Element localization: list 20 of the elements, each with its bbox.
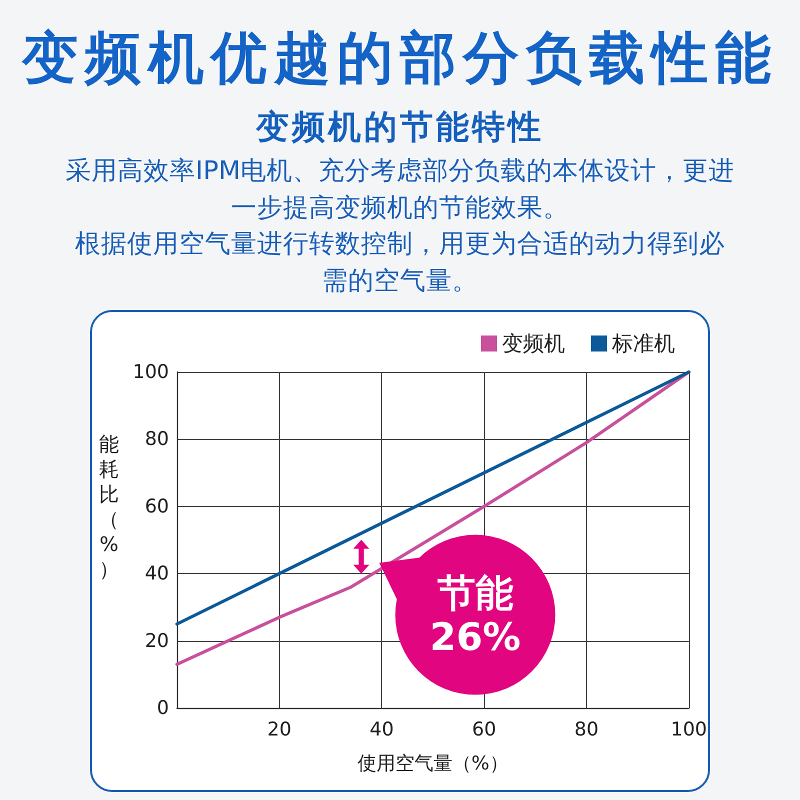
- x-axis-title: 使用空气量（%）: [357, 752, 508, 774]
- x-tick-label: 20: [267, 718, 292, 740]
- y-tick-label: 20: [144, 630, 169, 652]
- chart-subtitle: 变频机的节能特性: [254, 106, 545, 148]
- y-tick-label: 40: [144, 562, 169, 585]
- x-tick-label: 60: [472, 718, 496, 740]
- x-tick-label: 80: [574, 718, 599, 740]
- annotation: 节能 26%: [430, 570, 521, 659]
- chart-title: 变频机优越的部分负载性能: [20, 25, 779, 93]
- y-tick-label: 0: [156, 697, 169, 719]
- x-tick-label: 100: [670, 718, 707, 740]
- y-tick-label: 60: [144, 495, 169, 518]
- legend-label: 标准机: [611, 332, 675, 356]
- x-tick-label: 40: [370, 718, 394, 740]
- y-axis-title: 能耗比（%）: [98, 432, 120, 582]
- y-tick-label: 80: [144, 428, 169, 450]
- legend-label: 变频机: [502, 332, 565, 356]
- text: 根据使用空气量进行转数控制，用更为合适的动力得到必需的空气量。: [74, 228, 726, 298]
- text: 采用高效率IPM电机、充分考虑部分负载的本体设计，更进一步提高变频机的节能效果。: [65, 155, 735, 224]
- y-tick-label: 100: [132, 361, 169, 383]
